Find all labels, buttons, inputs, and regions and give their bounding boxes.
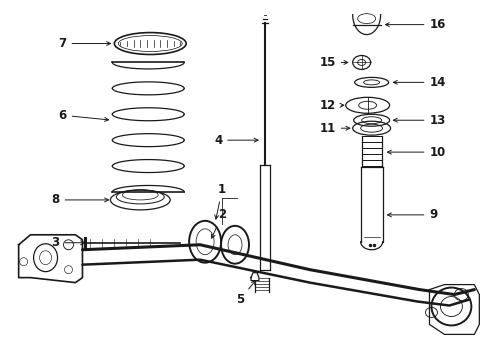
Text: 15: 15	[319, 56, 347, 69]
Text: 11: 11	[319, 122, 349, 135]
Text: 7: 7	[59, 37, 110, 50]
Text: 9: 9	[386, 208, 437, 221]
Text: 16: 16	[385, 18, 445, 31]
Text: 1: 1	[214, 184, 225, 219]
Polygon shape	[250, 273, 259, 280]
Text: 6: 6	[58, 109, 108, 122]
Text: 4: 4	[214, 134, 258, 147]
Text: 3: 3	[51, 236, 84, 249]
Text: 13: 13	[393, 114, 445, 127]
Text: 8: 8	[51, 193, 108, 206]
Text: 12: 12	[319, 99, 343, 112]
Text: 10: 10	[386, 145, 445, 159]
Text: 2: 2	[211, 208, 225, 238]
Text: 5: 5	[235, 280, 255, 306]
Text: 14: 14	[393, 76, 445, 89]
